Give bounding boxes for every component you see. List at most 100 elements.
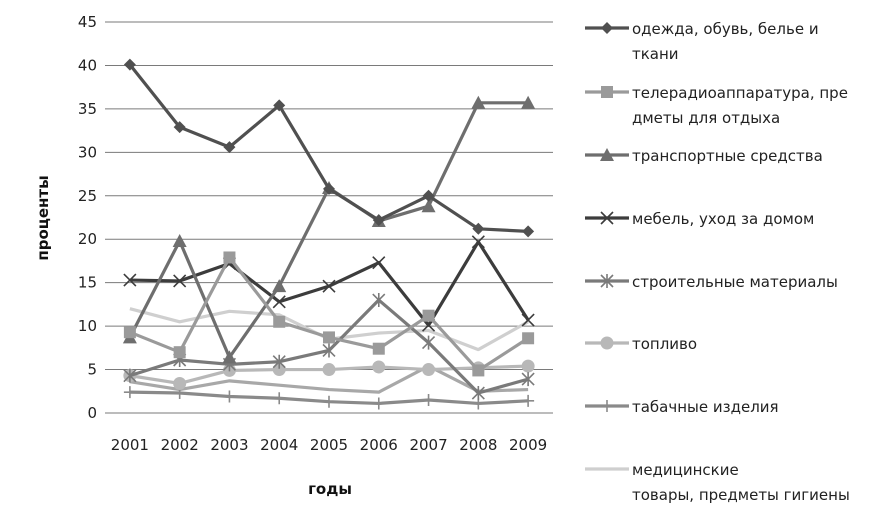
data-point-marker [322, 343, 336, 358]
x-tick-label: 2004 [260, 436, 298, 454]
series-line [129, 240, 530, 327]
data-point-marker [173, 376, 187, 390]
x-tick-label: 2006 [360, 436, 398, 454]
data-point-marker [521, 372, 535, 387]
data-point-marker [272, 363, 286, 377]
series-2 [123, 251, 535, 377]
legend-label: мебель, уход за домом [632, 210, 814, 228]
y-axis-title: проценты [34, 175, 52, 260]
series-4 [123, 235, 535, 332]
chart-legend: одежда, обувь, белье и ткани телерадиоаппа… [585, 20, 850, 504]
data-point-marker [421, 199, 436, 213]
legend-item: медицинские товары, предметы гигиены [585, 461, 850, 504]
data-point-marker [372, 397, 385, 410]
legend-swatch-marker [600, 336, 614, 350]
data-point-marker [173, 274, 187, 288]
legend-label: табачные изделия [632, 398, 779, 416]
x-tick-label: 2001 [111, 436, 149, 454]
data-point-marker [273, 315, 286, 328]
data-point-marker [123, 58, 136, 71]
data-point-marker [372, 342, 385, 355]
data-point-marker [472, 222, 485, 235]
y-axis-ticks: 0 5 10 15 20 25 30 35 40 45 [78, 13, 97, 422]
data-point-marker [323, 395, 335, 408]
data-point-marker [322, 363, 336, 377]
data-point-marker [323, 182, 335, 195]
x-tick-label: 2008 [459, 436, 497, 454]
legend-swatch-marker [600, 274, 614, 288]
series-1 [123, 58, 535, 238]
data-point-marker [272, 279, 287, 293]
data-point-marker [323, 331, 335, 344]
legend-label: одежда, обувь, белье и [632, 20, 819, 38]
data-point-marker [273, 99, 286, 112]
data-point-marker [471, 95, 486, 109]
legend-label: дметы для отдыха [632, 109, 780, 127]
legend-label: телерадиоаппаратура, пре [632, 84, 848, 102]
data-point-marker [123, 326, 136, 339]
x-tick-label: 2003 [210, 436, 248, 454]
data-point-marker [372, 360, 386, 374]
data-point-marker [422, 189, 435, 202]
data-point-marker [422, 393, 435, 406]
data-point-marker [123, 386, 136, 399]
gridlines [105, 21, 553, 414]
y-tick-label: 20 [78, 230, 97, 248]
y-tick-label: 30 [78, 143, 97, 161]
chart-series [122, 58, 536, 410]
data-point-marker [521, 95, 536, 109]
data-point-marker [372, 214, 385, 227]
data-point-marker [422, 309, 435, 322]
data-point-marker [173, 346, 186, 359]
data-point-marker [521, 313, 535, 327]
legend-item: мебель, уход за домом [585, 210, 814, 228]
y-tick-label: 0 [87, 404, 97, 422]
y-tick-label: 15 [78, 274, 97, 292]
legend-label: топливо [632, 335, 697, 353]
legend-item: строительные материалы [585, 273, 838, 291]
x-tick-label: 2005 [310, 436, 348, 454]
y-tick-label: 45 [78, 13, 97, 31]
data-point-marker [471, 235, 485, 249]
x-tick-label: 2009 [509, 436, 547, 454]
legend-item: топливо [585, 335, 697, 353]
data-point-marker [422, 363, 436, 377]
data-point-marker [522, 394, 535, 407]
x-tick-label: 2007 [409, 436, 447, 454]
data-point-marker [522, 225, 535, 238]
legend-swatch-marker [601, 22, 613, 34]
data-point-marker [222, 350, 237, 364]
legend-label: товары, предметы гигиены [632, 486, 850, 504]
data-point-marker [471, 386, 485, 401]
legend-item: телерадиоаппаратура, пре дметы для отдыха [585, 84, 848, 127]
series-9 [129, 364, 529, 394]
data-point-marker [273, 392, 286, 405]
data-point-marker [123, 368, 137, 383]
data-point-marker [223, 141, 236, 154]
legend-item: транспортные средства [585, 147, 823, 165]
data-point-marker [173, 121, 186, 134]
data-point-marker [372, 293, 386, 308]
data-point-marker [421, 335, 436, 350]
data-point-marker [272, 354, 286, 369]
data-point-marker [223, 251, 236, 264]
data-point-marker [272, 295, 286, 309]
data-point-marker [172, 233, 187, 247]
y-tick-label: 35 [78, 100, 97, 118]
series-5 [123, 293, 535, 401]
series-7 [123, 386, 535, 410]
legend-swatch-marker [600, 211, 614, 225]
y-tick-label: 5 [87, 361, 97, 379]
data-point-marker [223, 390, 236, 403]
legend-swatch-marker [600, 148, 614, 161]
legend-label: медицинские [632, 461, 739, 479]
y-tick-label: 40 [78, 56, 97, 74]
y-tick-label: 10 [78, 317, 97, 335]
legend-label: ткани [632, 45, 679, 63]
x-axis-ticks: 2001 2002 2003 2004 2005 2006 2007 2008 2009 [111, 436, 547, 454]
legend-label: строительные материалы [632, 273, 838, 291]
data-point-marker [521, 359, 535, 373]
data-point-marker [522, 332, 535, 345]
legend-item: табачные изделия [585, 398, 779, 416]
